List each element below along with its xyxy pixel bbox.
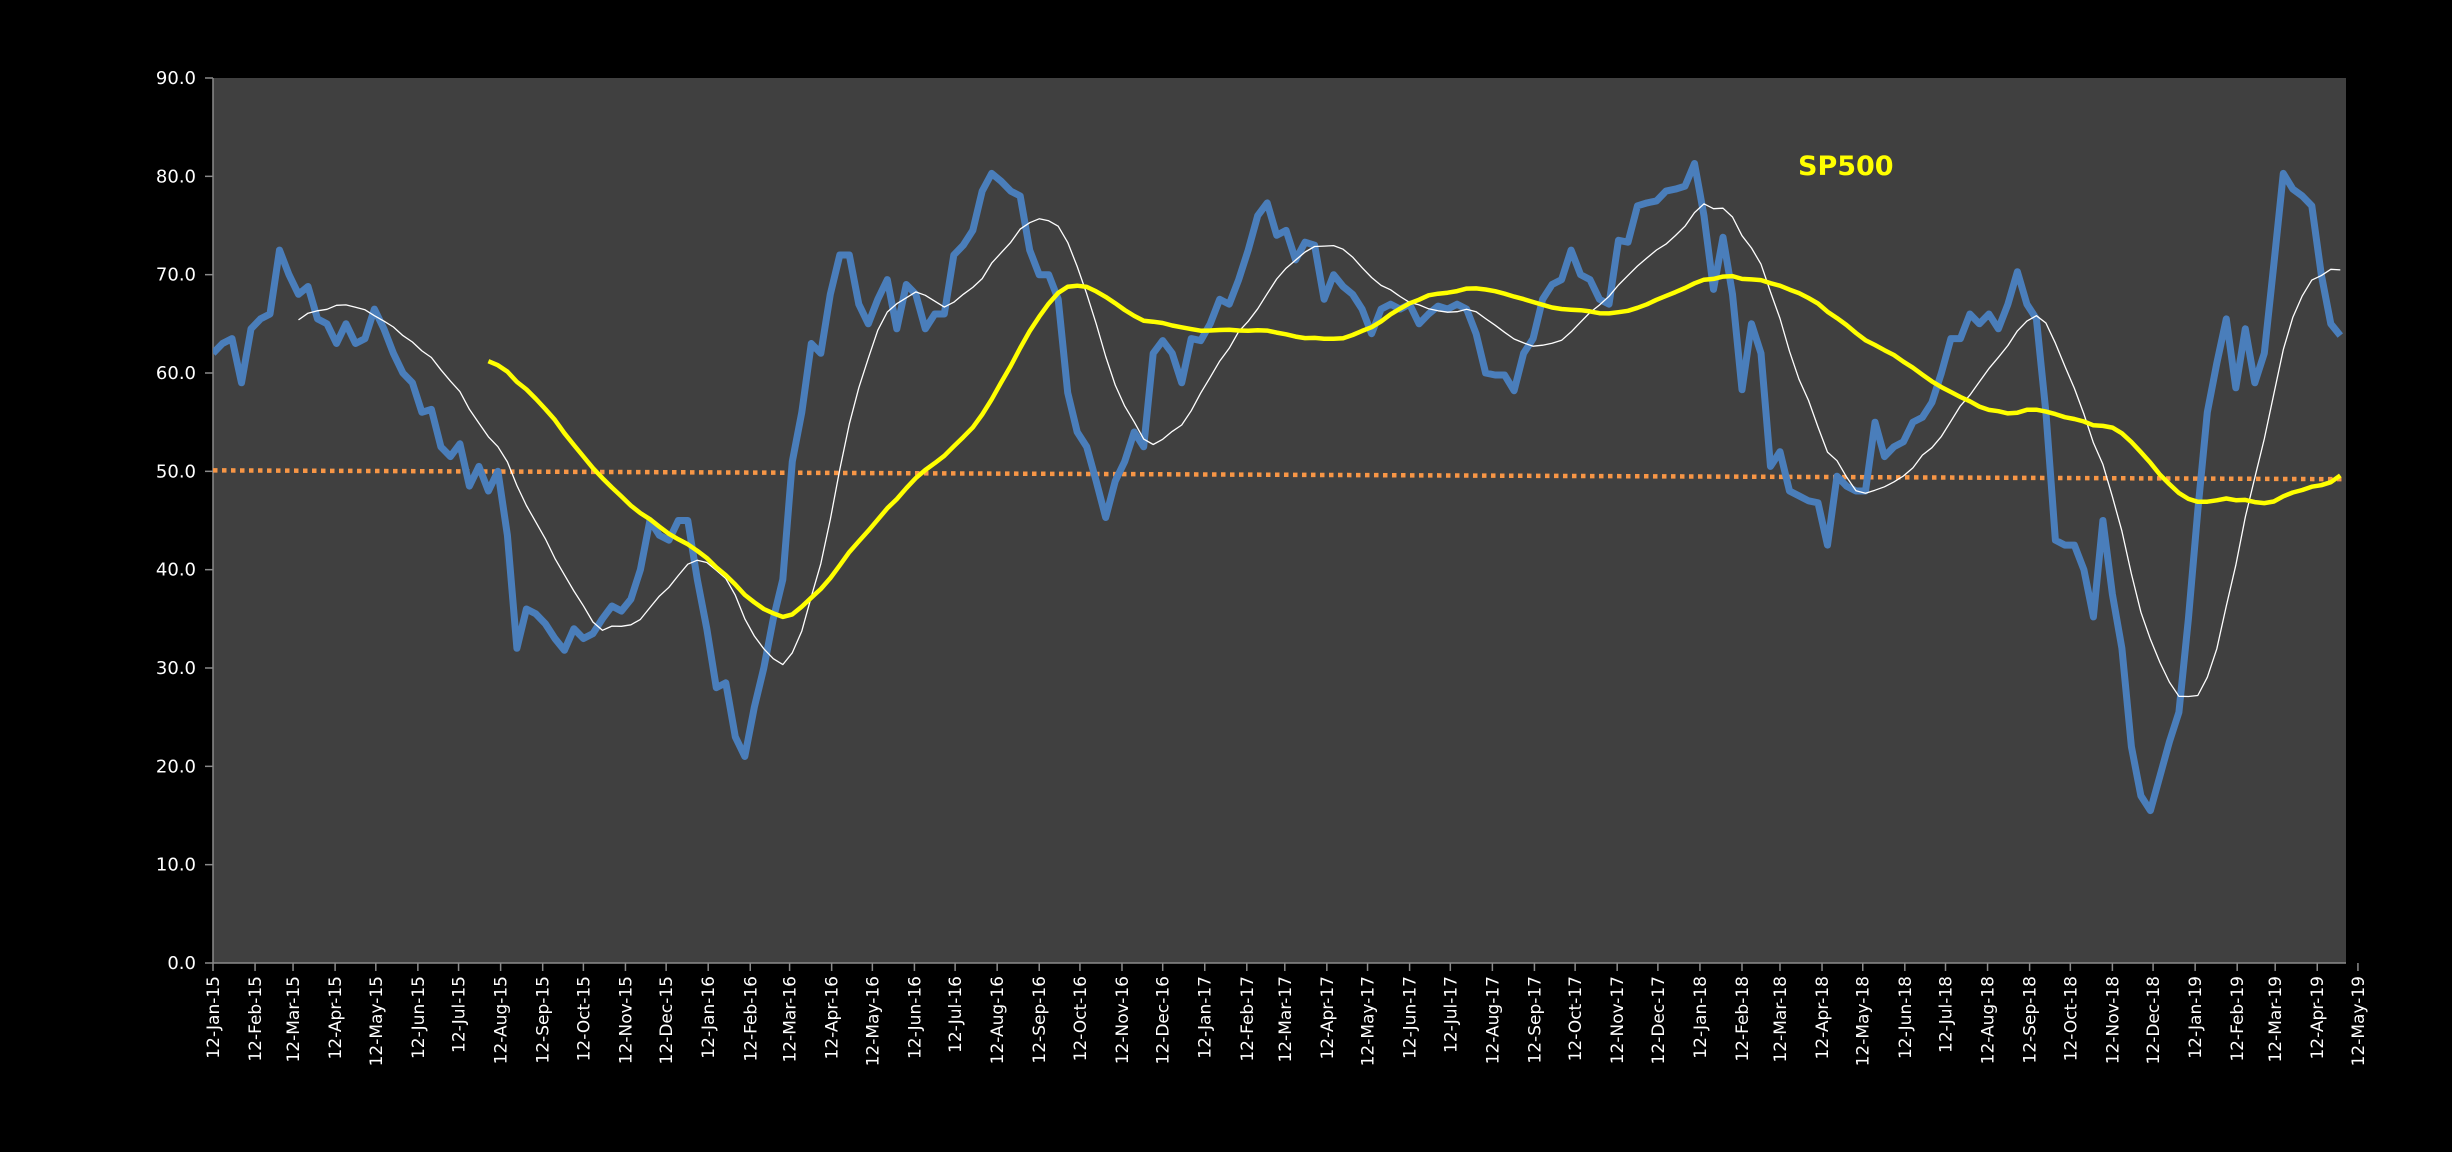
x-tick-label: 12-Feb-18 bbox=[1733, 976, 1753, 1062]
y-tick-label: 70.0 bbox=[156, 265, 196, 286]
x-tick-label: 12-Feb-15 bbox=[246, 976, 266, 1062]
y-tick-label: 50.0 bbox=[156, 461, 196, 482]
y-tick-label: 80.0 bbox=[156, 166, 196, 187]
x-tick-label: 12-Feb-19 bbox=[2228, 976, 2248, 1062]
x-tick-label: 12-Oct-18 bbox=[2061, 976, 2081, 1061]
x-axis-ticks: 12-Jan-15 12-Feb-15 12-Mar-15 12-Apr-15 12-M… bbox=[204, 963, 2369, 1066]
sp500-line bbox=[213, 160, 2344, 815]
y-axis-ticks: 0.0 10.0 20.0 30.0 40.0 50.0 60.0 70.0 80.0 90.0 bbox=[156, 68, 213, 974]
chart-title: SP500 bbox=[1798, 151, 1894, 182]
x-tick-label: 12-Jan-18 bbox=[1691, 976, 1711, 1059]
x-tick-label: 12-Apr-17 bbox=[1318, 976, 1338, 1059]
x-tick-label: 12-Jul-16 bbox=[946, 976, 966, 1053]
y-tick-label: 40.0 bbox=[156, 560, 196, 581]
x-tick-label: 12-Apr-16 bbox=[823, 976, 843, 1059]
x-tick-label: 12-May-17 bbox=[1359, 976, 1379, 1066]
x-tick-label: 12-Oct-16 bbox=[1071, 976, 1091, 1061]
series-layer bbox=[213, 160, 2346, 815]
x-tick-label: 12-Jan-19 bbox=[2186, 976, 2206, 1059]
x-tick-label: 12-Mar-19 bbox=[2266, 976, 2286, 1063]
x-tick-label: 12-Jun-16 bbox=[905, 976, 925, 1059]
x-tick-label: 12-Mar-15 bbox=[284, 976, 304, 1063]
moving-average-10-line bbox=[298, 203, 2341, 698]
x-tick-label: 12-Feb-16 bbox=[741, 976, 761, 1062]
x-tick-label: 12-Feb-17 bbox=[1238, 976, 1258, 1062]
x-tick-label: 12-Jan-17 bbox=[1196, 976, 1216, 1059]
x-tick-label: 12-Jan-16 bbox=[699, 976, 719, 1059]
y-tick-label: 60.0 bbox=[156, 363, 196, 384]
x-tick-label: 12-Dec-18 bbox=[2144, 976, 2164, 1064]
x-tick-label: 12-Sep-18 bbox=[2021, 976, 2041, 1064]
y-tick-label: 30.0 bbox=[156, 658, 196, 679]
x-tick-label: 12-Aug-16 bbox=[988, 976, 1008, 1064]
x-tick-label: 12-Aug-15 bbox=[492, 976, 512, 1064]
x-tick-label: 12-Nov-16 bbox=[1113, 976, 1133, 1064]
y-tick-label: 20.0 bbox=[156, 756, 196, 777]
x-tick-label: 12-May-16 bbox=[863, 976, 883, 1066]
x-tick-label: 12-Apr-15 bbox=[326, 976, 346, 1059]
x-tick-label: 12-Sep-16 bbox=[1030, 976, 1050, 1064]
y-tick-label: 10.0 bbox=[156, 855, 196, 876]
x-tick-label: 12-Dec-15 bbox=[657, 976, 677, 1064]
x-tick-label: 12-Apr-18 bbox=[1813, 976, 1833, 1059]
x-tick-label: 12-Mar-18 bbox=[1771, 976, 1791, 1063]
x-tick-label: 12-Oct-15 bbox=[574, 976, 594, 1061]
x-tick-label: 12-Dec-17 bbox=[1649, 976, 1669, 1064]
x-tick-label: 12-Jun-15 bbox=[409, 976, 429, 1059]
x-tick-label: 12-Sep-15 bbox=[534, 976, 554, 1064]
x-tick-label: 12-Nov-15 bbox=[616, 976, 636, 1064]
x-tick-label: 12-Nov-18 bbox=[2103, 976, 2123, 1064]
x-tick-label: 12-Aug-18 bbox=[1979, 976, 1999, 1064]
x-tick-label: 12-Nov-17 bbox=[1608, 976, 1628, 1064]
plot-area bbox=[213, 78, 2346, 963]
x-tick-label: 12-Jun-17 bbox=[1401, 976, 1421, 1059]
x-tick-label: 12-Jul-18 bbox=[1937, 976, 1957, 1053]
x-tick-label: 12-Sep-17 bbox=[1525, 976, 1545, 1064]
x-tick-label: 12-Jul-15 bbox=[450, 976, 470, 1053]
x-tick-label: 12-Jul-17 bbox=[1441, 976, 1461, 1053]
x-tick-label: 12-Aug-17 bbox=[1483, 976, 1503, 1064]
x-tick-label: 12-Jun-18 bbox=[1896, 976, 1916, 1059]
x-tick-label: 12-Apr-19 bbox=[2308, 976, 2328, 1059]
x-tick-label: 12-Oct-17 bbox=[1566, 976, 1586, 1061]
x-tick-label: 12-May-18 bbox=[1854, 976, 1874, 1066]
y-tick-label: 0.0 bbox=[167, 953, 196, 974]
y-tick-label: 90.0 bbox=[156, 68, 196, 89]
x-tick-label: 12-Mar-17 bbox=[1276, 976, 1296, 1063]
x-tick-label: 12-Dec-16 bbox=[1154, 976, 1174, 1064]
x-tick-label: 12-Mar-16 bbox=[781, 976, 801, 1063]
x-tick-label: 12-May-15 bbox=[367, 976, 387, 1066]
moving-average-30-line bbox=[487, 273, 2342, 620]
x-tick-label: 12-May-19 bbox=[2349, 976, 2369, 1066]
x-tick-label: 12-Jan-15 bbox=[204, 976, 224, 1059]
